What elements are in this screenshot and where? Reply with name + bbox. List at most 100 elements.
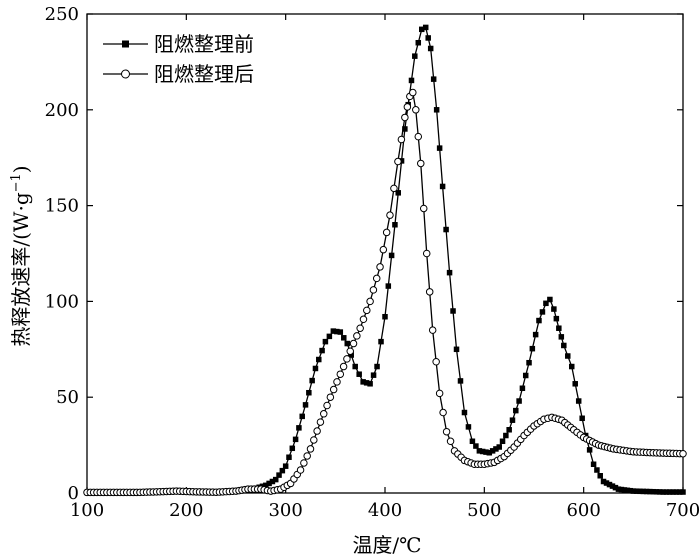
data-point [279, 467, 286, 474]
data-point [306, 445, 315, 453]
data-point [343, 355, 351, 363]
data-point [486, 450, 493, 456]
data-point [292, 436, 299, 443]
data-point [385, 283, 392, 289]
data-point [522, 372, 529, 379]
y-axis-label-main: 热释放速率/(W·g [9, 192, 33, 346]
data-point [363, 306, 371, 315]
data-point [509, 417, 516, 423]
data-point [428, 326, 437, 334]
data-point [450, 308, 456, 314]
data-point [643, 488, 650, 495]
data-point [575, 398, 582, 404]
data-point [568, 363, 575, 370]
legend-item: 阻燃整理前 [103, 32, 254, 56]
data-point [618, 486, 625, 493]
data-point [376, 263, 384, 271]
data-point [483, 449, 489, 455]
data-point [394, 157, 402, 166]
data-point [409, 88, 417, 97]
data-point [330, 328, 337, 334]
data-point [647, 488, 653, 495]
data-point [372, 274, 381, 283]
data-point [660, 489, 666, 495]
data-point [333, 378, 341, 386]
y-tick-label: 200 [45, 100, 79, 121]
x-tick-label: 500 [467, 500, 501, 521]
data-point [379, 245, 388, 254]
data-point [425, 35, 431, 41]
data-point [412, 106, 420, 114]
data-point [624, 487, 631, 494]
data-point [269, 478, 276, 485]
data-point [506, 427, 512, 433]
data-point [382, 313, 388, 320]
data-point [489, 448, 496, 454]
data-point [403, 103, 412, 111]
data-point [561, 342, 567, 349]
data-point [329, 385, 338, 394]
legend-marker [122, 40, 129, 48]
data-point [640, 488, 647, 495]
data-point [415, 39, 422, 46]
data-point [366, 297, 374, 306]
data-point [353, 332, 361, 340]
data-point [586, 447, 593, 453]
data-point [612, 484, 619, 491]
data-point [572, 381, 578, 387]
data-point [322, 338, 329, 345]
y-tick-label: 150 [45, 196, 79, 217]
data-point [390, 184, 398, 193]
data-point [657, 489, 663, 495]
data-point [513, 407, 519, 414]
data-point [663, 489, 670, 495]
data-point [430, 76, 437, 82]
data-point [679, 449, 687, 458]
data-point [439, 183, 446, 190]
data-point [349, 339, 358, 348]
data-point [553, 315, 560, 322]
data-point [282, 463, 289, 469]
data-point [435, 389, 444, 398]
data-point [323, 401, 331, 410]
data-point [344, 340, 351, 347]
data-point [316, 418, 325, 426]
data-point [594, 467, 600, 473]
data-point [378, 338, 384, 345]
data-point [603, 480, 610, 486]
y-tick-label: 0 [68, 483, 79, 504]
data-point [276, 472, 282, 478]
data-point [263, 482, 269, 489]
series-1 [84, 24, 686, 496]
data-point [439, 408, 447, 417]
data-point [556, 325, 562, 331]
data-point [436, 145, 443, 151]
data-point [493, 446, 499, 452]
data-point [457, 378, 464, 384]
data-point [633, 488, 640, 494]
data-point [627, 487, 634, 494]
x-tick-label: 100 [70, 500, 104, 521]
data-point [461, 409, 468, 416]
data-point [579, 415, 585, 422]
data-point [496, 444, 502, 450]
legend-label: 阻燃整理后 [154, 62, 254, 86]
data-point [558, 334, 565, 340]
axes: 100 200 300 400 500 600 700 0 50 100 150 200 250 [45, 4, 700, 521]
data-point [367, 381, 373, 387]
data-point [637, 488, 643, 495]
data-point [356, 371, 362, 377]
data-point [422, 249, 431, 258]
data-point [417, 159, 425, 168]
data-point [360, 379, 366, 385]
y-axis-label-sup: −1 [9, 173, 24, 192]
data-point [606, 481, 613, 488]
data-point [433, 107, 440, 113]
data-point [446, 269, 453, 276]
data-point [408, 77, 415, 84]
legend-item: 阻燃整理后 [103, 62, 254, 86]
data-point [303, 452, 311, 460]
data-point [529, 345, 536, 352]
